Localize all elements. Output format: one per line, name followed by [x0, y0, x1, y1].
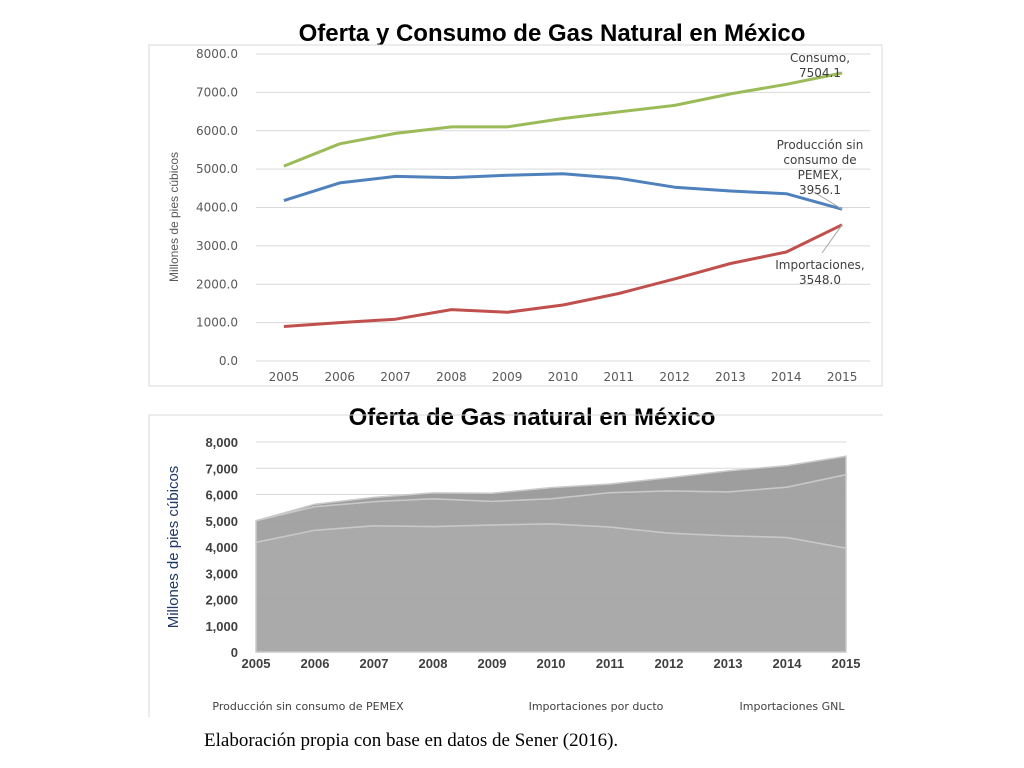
x-tick-label: 2005	[242, 656, 271, 671]
y-tick-label: 1000.0	[196, 316, 238, 330]
x-tick-label: 2006	[324, 370, 355, 384]
data-label: PEMEX,	[798, 168, 843, 182]
x-tick-label: 2009	[478, 656, 507, 671]
series-line	[283, 223, 843, 328]
y-tick-label: 2000.0	[196, 277, 238, 291]
series-line	[283, 172, 843, 211]
y-tick-label: 8,000	[205, 435, 238, 450]
data-label: 3548.0	[799, 273, 841, 287]
x-tick-label: 2011	[604, 370, 635, 384]
line-chart: 0.0 1000.0 2000.0 3000.0 4000.0 5000.0 6000.0 7…	[148, 44, 883, 387]
x-tick-label: 2014	[771, 370, 802, 384]
x-tick-label: 2007	[360, 656, 389, 671]
series-area	[255, 455, 847, 522]
data-label: consumo de	[783, 153, 856, 167]
y-tick-label: 5,000	[205, 514, 238, 529]
x-tick-label: 2015	[832, 656, 861, 671]
x-tick-label: 2011	[596, 656, 624, 671]
y-tick-label: 5000.0	[196, 162, 238, 176]
y-tick-label: 2,000	[205, 593, 238, 608]
y-axis-label: Millones de pies cúbicos	[167, 152, 181, 282]
plot-frame	[148, 44, 883, 387]
data-label: 3956.1	[799, 183, 841, 197]
legend-entry: Importaciones GNL	[740, 700, 846, 713]
y-tick-label: 4,000	[205, 540, 238, 555]
x-tick-label: 2012	[655, 656, 684, 671]
series-area	[255, 523, 847, 653]
x-tick-label: 2015	[827, 370, 858, 384]
x-tick-label: 2012	[659, 370, 690, 384]
y-tick-label: 6,000	[205, 488, 238, 503]
y-tick-label: 0.0	[219, 354, 238, 368]
data-label: 7504.1	[799, 66, 841, 80]
chart-title-1: Oferta y Consumo de Gas Natural en Méxic…	[298, 20, 806, 47]
label-leader	[821, 224, 843, 254]
x-tick-label: 2005	[269, 370, 300, 384]
legend-entry: Producción sin consumo de PEMEX	[212, 700, 404, 713]
data-label: Consumo,	[790, 51, 850, 65]
y-tick-label: 6000.0	[196, 124, 238, 138]
y-axis-label: Millones de pies cúbicos	[165, 466, 182, 629]
x-tick-label: 2014	[773, 656, 803, 671]
x-tick-label: 2006	[301, 656, 330, 671]
y-tick-label: 4000.0	[196, 201, 238, 215]
label-leader	[837, 71, 843, 74]
area-chart: 0 1,000 2,000 3,000 4,000 5,000 6,000 7,000 8,00…	[148, 414, 883, 717]
y-tick-label: 1,000	[205, 619, 238, 634]
x-tick-label: 2007	[380, 370, 411, 384]
series-line	[283, 71, 843, 168]
label-leader	[813, 191, 843, 210]
y-tick-label: 0	[231, 645, 238, 660]
data-label: Importaciones,	[775, 258, 865, 272]
data-label: Producción sin	[777, 138, 864, 152]
x-tick-label: 2013	[715, 370, 746, 384]
y-tick-label: 7000.0	[196, 85, 238, 99]
y-tick-label: 3000.0	[196, 239, 238, 253]
y-tick-label: 7,000	[205, 461, 238, 476]
x-tick-label: 2009	[492, 370, 523, 384]
legend-entry: Importaciones por ducto	[529, 700, 664, 713]
x-tick-label: 2010	[537, 656, 566, 671]
source-note: Elaboración propia con base en datos de …	[204, 730, 619, 751]
x-tick-label: 2010	[548, 370, 579, 384]
y-tick-label: 8000.0	[196, 47, 238, 61]
x-tick-label: 2013	[714, 656, 743, 671]
x-tick-label: 2008	[436, 370, 467, 384]
chart-title-2: Oferta de Gas natural en México	[348, 404, 716, 431]
y-tick-label: 3,000	[205, 566, 238, 581]
x-tick-label: 2008	[419, 656, 448, 671]
